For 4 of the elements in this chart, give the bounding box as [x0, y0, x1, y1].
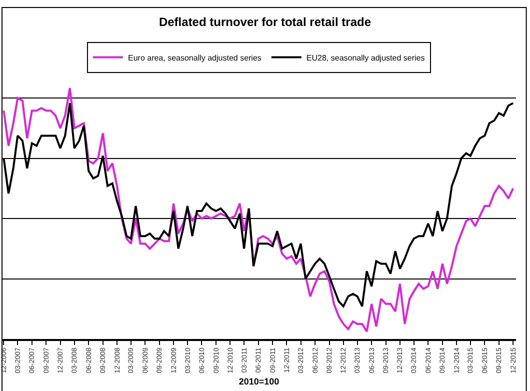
x-axis-title: 2010=100 — [238, 376, 280, 387]
legend-label: EU28, seasonally adjusted series — [306, 53, 425, 62]
chart-title: Deflated turnover for total retail trade — [158, 14, 372, 29]
legend-label: Euro area, seasonally adjusted series — [128, 53, 262, 62]
